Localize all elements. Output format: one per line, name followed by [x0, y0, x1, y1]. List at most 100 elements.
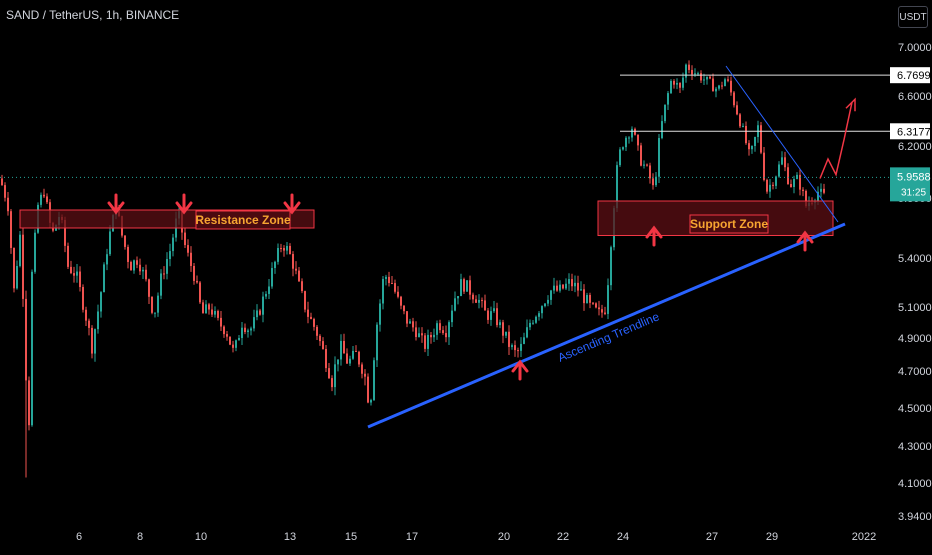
candle-body	[145, 269, 147, 280]
candle-body	[523, 337, 525, 344]
candle-body	[505, 331, 507, 336]
candle-body	[304, 291, 306, 310]
candle-body	[463, 279, 465, 292]
candle-body	[553, 285, 555, 291]
candle-body	[583, 289, 585, 304]
candle-body	[634, 128, 636, 135]
candle-body	[649, 165, 651, 179]
x-tick-label: 22	[557, 531, 569, 543]
candle-body	[355, 350, 357, 352]
candle-body	[226, 334, 228, 337]
candle-body	[460, 279, 462, 297]
candle-body	[148, 279, 150, 297]
candle-body	[469, 280, 471, 295]
candle-body	[322, 341, 324, 350]
trendline-label: Ascending Trendline	[556, 309, 662, 365]
candle-body	[337, 359, 339, 365]
x-tick-label: 2022	[852, 531, 876, 543]
candle-body	[727, 79, 729, 81]
candle-body	[166, 259, 168, 274]
candle-body	[502, 322, 504, 336]
candle-body	[358, 351, 360, 365]
candle-body	[388, 276, 390, 284]
candle-body	[778, 164, 780, 177]
candle-body	[397, 291, 399, 297]
candle-body	[577, 282, 579, 291]
candle-body	[238, 337, 240, 341]
candle-body	[817, 191, 819, 201]
candle-body	[43, 194, 45, 197]
candle-body	[802, 189, 804, 191]
candle-body	[172, 237, 174, 252]
candle-body	[451, 310, 453, 323]
candle-body	[247, 330, 249, 332]
projection-path	[819, 102, 853, 179]
candle-body	[517, 350, 519, 352]
candle-body	[445, 333, 447, 338]
candle-body	[562, 284, 564, 289]
candle-body	[187, 245, 189, 253]
x-tick-label: 29	[766, 531, 778, 543]
candle-body	[436, 323, 438, 335]
candle-body	[16, 265, 18, 289]
arrow-up-icon	[645, 225, 663, 247]
candle-body	[157, 295, 159, 313]
candle-body	[487, 310, 489, 320]
candle-body	[199, 282, 201, 303]
arrow-down-icon	[175, 193, 193, 215]
candle-body	[733, 92, 735, 106]
candle-body	[448, 322, 450, 338]
candle-body	[70, 266, 72, 274]
candle-body	[592, 302, 594, 304]
candle-body	[625, 137, 627, 148]
candle-body	[637, 134, 639, 146]
candle-body	[235, 340, 237, 348]
y-tick-label: 4.3000	[898, 441, 932, 453]
candle-body	[457, 296, 459, 299]
candle-body	[34, 232, 36, 272]
candle-body	[85, 309, 87, 321]
candle-body	[46, 196, 48, 203]
y-tick-label: 3.9400	[898, 511, 932, 523]
x-tick-label: 24	[617, 531, 629, 543]
candle-body	[274, 261, 276, 269]
candle-body	[655, 176, 657, 186]
candle-body	[301, 281, 303, 292]
candle-body	[754, 137, 756, 147]
x-tick-label: 27	[706, 531, 718, 543]
candle-body	[664, 104, 666, 122]
support-zone-label-box	[689, 214, 769, 234]
candle-body	[418, 333, 420, 337]
candle-body	[22, 234, 24, 299]
candle-body	[370, 400, 372, 403]
candle-body	[124, 235, 126, 247]
candle-body	[97, 311, 99, 330]
candle-body	[766, 179, 768, 192]
candle-body	[334, 364, 336, 388]
candle-body	[394, 283, 396, 292]
candle-body	[409, 321, 411, 324]
candle-body	[781, 157, 783, 165]
y-tick-label: 4.5000	[898, 403, 932, 415]
candle-body	[670, 80, 672, 94]
candle-body	[319, 335, 321, 342]
candle-body	[709, 76, 711, 79]
candle-body	[223, 326, 225, 335]
candle-body	[232, 344, 234, 348]
candle-body	[568, 279, 570, 284]
candle-body	[376, 324, 378, 361]
candle-body	[67, 245, 69, 267]
candle-body	[379, 303, 381, 325]
candle-body	[538, 313, 540, 317]
candle-body	[373, 360, 375, 401]
candle-body	[313, 318, 315, 327]
currency-button[interactable]: USDT	[898, 6, 928, 28]
candle-body	[130, 261, 132, 271]
candle-body	[667, 93, 669, 105]
candle-body	[79, 271, 81, 288]
candle-body	[250, 328, 252, 331]
candle-body	[610, 247, 612, 286]
candle-body	[466, 280, 468, 292]
candle-body	[799, 174, 801, 190]
